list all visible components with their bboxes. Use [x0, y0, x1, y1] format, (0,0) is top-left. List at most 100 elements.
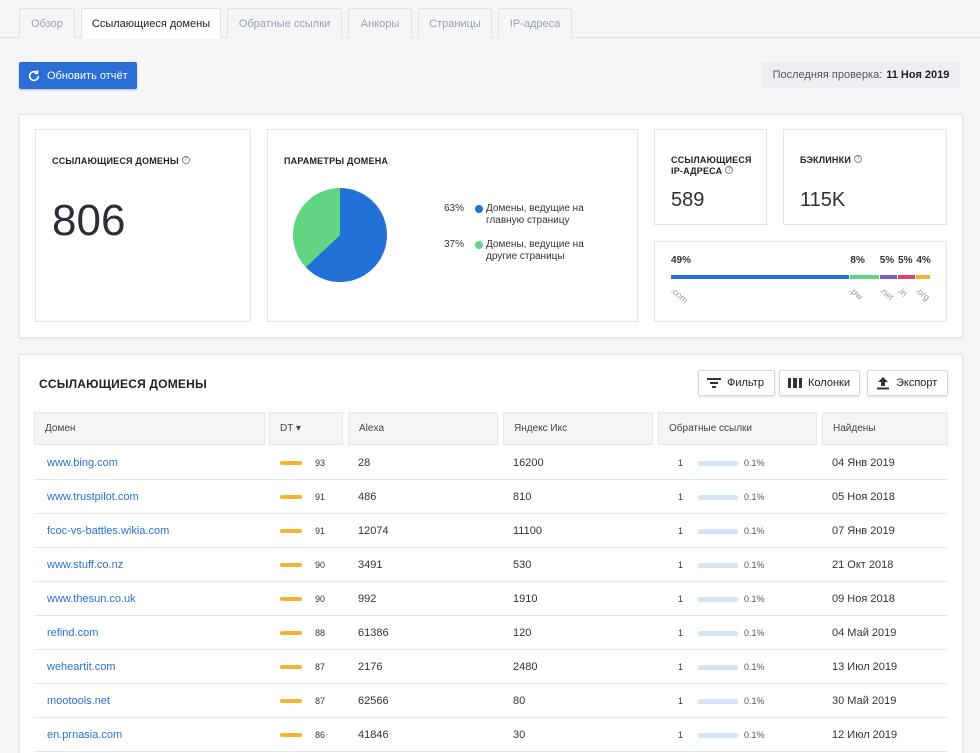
column-header-domain[interactable]: Домен: [34, 412, 265, 445]
alexa-value: 61386: [358, 627, 389, 639]
tld-bar-segment: [898, 275, 916, 279]
domain-link[interactable]: mootools.net: [47, 695, 110, 707]
dt-value: 91: [315, 526, 326, 536]
domain-link[interactable]: en.prnasia.com: [47, 729, 123, 741]
help-icon[interactable]: ?: [181, 156, 190, 164]
column-header-found[interactable]: Найдены: [822, 412, 948, 445]
backlinks-pct: 0.1%: [744, 662, 765, 672]
backlinks-count: 1: [678, 594, 684, 604]
tab-overview[interactable]: Обзор: [19, 8, 75, 38]
alexa-value: 3491: [358, 559, 383, 571]
tab-referring-domains[interactable]: Ссылающиеся домены: [81, 8, 221, 39]
backlinks-count: 1: [678, 662, 684, 672]
help-icon[interactable]: ?: [854, 155, 862, 163]
columns-button[interactable]: Колонки: [779, 370, 860, 396]
found-date: 04 Май 2019: [832, 627, 897, 639]
table-row: refind.com 88 61386 120 1 0.1% 04 Май 2019: [34, 616, 948, 650]
domain-link[interactable]: refind.com: [47, 627, 99, 639]
export-icon: [877, 377, 889, 390]
refresh-report-button[interactable]: Обновить отчёт: [19, 62, 137, 89]
help-icon[interactable]: ?: [725, 166, 734, 174]
backlinks-count: 1: [678, 730, 684, 740]
table-row: en.prnasia.com 86 41846 30 1 0.1% 12 Июл 2019: [34, 718, 948, 752]
backlinks-count: 1: [678, 458, 684, 468]
domain-link[interactable]: fcoc-vs-battles.wikia.com: [47, 525, 170, 537]
legend-pct: 37%: [444, 239, 465, 250]
dt-value: 93: [315, 458, 326, 468]
dt-bar: [280, 529, 302, 533]
column-header-yandex[interactable]: Яндекс Икс: [503, 412, 653, 445]
column-header-backlinks[interactable]: Обратные ссылки: [658, 412, 817, 445]
tld-name: .in: [895, 285, 910, 299]
filter-button[interactable]: Фильтр: [698, 370, 775, 396]
filter-label: Фильтр: [727, 377, 764, 389]
domain-link[interactable]: www.bing.com: [47, 457, 118, 469]
legend-label: Домены, ведущие на главную страницу: [486, 203, 584, 226]
dt-bar: [280, 461, 302, 465]
found-date: 30 Май 2019: [832, 695, 897, 707]
last-check-badge: Последняя проверка: 11 Ноя 2019: [762, 62, 960, 88]
backlinks-bar: [698, 630, 738, 636]
backlinks-bar: [698, 596, 738, 602]
found-date: 13 Июл 2019: [832, 661, 898, 673]
alexa-value: 62566: [358, 695, 389, 707]
legend-pct: 63%: [444, 203, 465, 214]
found-date: 04 Янв 2019: [832, 457, 895, 469]
domain-link[interactable]: www.trustpilot.com: [47, 491, 139, 503]
backlinks-bar: [698, 562, 738, 568]
domain-params-title: ПАРАМЕТРЫ ДОМЕНА: [284, 156, 389, 166]
ref-ips-title: ССЫЛАЮЩИЕСЯ IP-АДРЕСА?: [671, 155, 752, 176]
alexa-value: 992: [358, 593, 377, 605]
found-date: 21 Окт 2018: [832, 559, 894, 571]
export-button[interactable]: Экспорт: [867, 370, 948, 396]
dt-value: 88: [315, 628, 326, 638]
tab-ip-addresses[interactable]: IP-адреса: [498, 8, 572, 38]
table-row: www.thesun.co.uk 90 992 1910 1 0.1% 09 Ноя 201…: [34, 582, 948, 616]
domain-link[interactable]: www.thesun.co.uk: [47, 593, 136, 605]
backlinks-bar: [698, 460, 738, 466]
dt-bar: [280, 631, 302, 635]
dt-bar: [280, 665, 302, 669]
backlinks-pct: 0.1%: [744, 492, 765, 502]
backlinks-count: 1: [678, 628, 684, 638]
backlinks-pct: 0.1%: [744, 458, 765, 468]
tld-pct: 4%: [916, 255, 931, 266]
tld-pct: 49%: [671, 255, 692, 266]
column-header-alexa[interactable]: Alexa: [348, 412, 498, 445]
table-row: mootools.net 87 62566 80 1 0.1% 30 Май 2019: [34, 684, 948, 718]
found-date: 12 Июл 2019: [832, 729, 898, 741]
pie-slice: [305, 188, 387, 282]
dt-value: 86: [315, 730, 326, 740]
table-row: weheartit.com 87 2176 2480 1 0.1% 13 Июл 2019: [34, 650, 948, 684]
alexa-value: 2176: [358, 661, 383, 673]
legend-dot: [475, 241, 483, 249]
tld-distribution: 49% .com 8% .pw 5% .net 5% .in 4% .org: [655, 242, 948, 323]
domain-params-card: ПАРАМЕТРЫ ДОМЕНА 63% Домены, ведущие на …: [267, 129, 638, 322]
dt-value: 87: [315, 696, 326, 706]
backlinks-card: БЭКЛИНКИ? 115K: [783, 129, 947, 225]
dt-bar: [280, 733, 302, 737]
backlinks-bar: [698, 698, 738, 704]
yandex-value: 810: [513, 491, 532, 503]
table-row: www.bing.com 93 28 16200 1 0.1% 04 Янв 2019: [34, 446, 948, 480]
alexa-value: 486: [358, 491, 377, 503]
tab-anchors[interactable]: Анкоры: [348, 8, 412, 38]
found-date: 05 Ноя 2018: [832, 491, 895, 503]
column-header-dt[interactable]: DT ▾: [269, 412, 343, 445]
dt-bar: [280, 563, 302, 567]
dt-value: 90: [315, 594, 326, 604]
backlinks-title: БЭКЛИНКИ?: [800, 155, 862, 166]
backlinks-value: 115K: [800, 189, 846, 211]
domain-link[interactable]: weheartit.com: [47, 661, 116, 673]
tab-pages[interactable]: Страницы: [418, 8, 492, 38]
backlinks-pct: 0.1%: [744, 696, 765, 706]
ref-ips-value: 589: [671, 189, 705, 211]
tab-backlinks[interactable]: Обратные ссылки: [227, 8, 342, 38]
yandex-value: 11100: [513, 525, 542, 537]
domain-link[interactable]: www.stuff.co.nz: [47, 559, 124, 571]
legend-dot: [475, 205, 483, 213]
backlinks-pct: 0.1%: [744, 628, 765, 638]
backlinks-bar: [698, 664, 738, 670]
tld-bar-segment: [850, 275, 879, 279]
export-label: Экспорт: [896, 377, 938, 389]
